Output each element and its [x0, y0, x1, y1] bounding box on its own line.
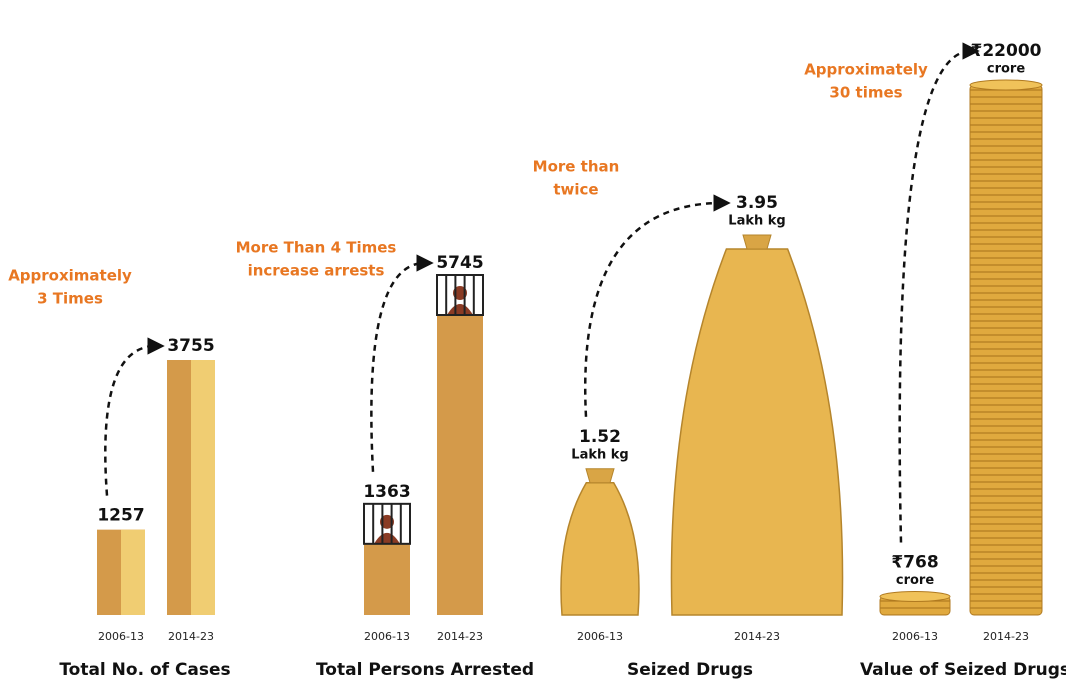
- value-label: 3755: [167, 336, 214, 356]
- value-label: ₹768: [891, 552, 938, 572]
- category-label: 2014-23: [168, 630, 214, 643]
- value-label: 1363: [363, 482, 410, 502]
- sack: [560, 482, 640, 616]
- annotation: increase arrests: [248, 262, 385, 280]
- annotation: 30 times: [829, 84, 902, 102]
- bar-highlight: [191, 360, 215, 615]
- trend-arrow: [898, 42, 980, 543]
- panel-title: Total No. of Cases: [59, 660, 230, 680]
- prisoner-head: [380, 514, 394, 529]
- category-label: 2006-13: [364, 630, 410, 643]
- trend-arrow: [370, 254, 434, 472]
- annotation: 3 Times: [37, 290, 103, 308]
- prisoner-head: [453, 286, 467, 300]
- coin-top: [969, 79, 1043, 91]
- category-label: 2014-23: [437, 630, 483, 643]
- value-label: 5745: [436, 253, 483, 273]
- sack: [670, 248, 844, 616]
- value-label: ₹22000: [971, 41, 1042, 61]
- panel-title: Seized Drugs: [627, 660, 753, 680]
- category-label: 2006-13: [577, 630, 623, 643]
- category-label: 2006-13: [892, 630, 938, 643]
- trend-arrow: [584, 194, 731, 417]
- category-label: 2014-23: [983, 630, 1029, 643]
- bar: [437, 315, 483, 615]
- sack-neck: [742, 234, 772, 250]
- value-unit: Lakh kg: [728, 214, 785, 229]
- annotation: Approximately: [8, 267, 132, 285]
- value-unit: crore: [896, 573, 934, 588]
- cage: [363, 502, 411, 545]
- annotation: More than: [533, 158, 620, 176]
- panel-title: Total Persons Arrested: [316, 660, 534, 680]
- panel-title: Value of Seized Drugs: [860, 660, 1066, 680]
- bar-highlight: [121, 529, 145, 615]
- category-label: 2006-13: [98, 630, 144, 643]
- annotation: Approximately: [804, 61, 928, 79]
- bar: [364, 543, 410, 615]
- annotation: More Than 4 Times: [236, 239, 397, 257]
- cage: [436, 274, 484, 316]
- value-label: 1.52: [579, 427, 621, 447]
- prisoner-body: [374, 532, 400, 544]
- annotation: twice: [553, 181, 598, 199]
- value-unit: crore: [987, 62, 1025, 77]
- value-label: 1257: [97, 506, 144, 526]
- sack-neck: [585, 468, 615, 484]
- coin-top: [879, 590, 951, 602]
- coin-stack: [969, 84, 1043, 616]
- trend-arrow: [104, 337, 165, 496]
- value-label: 3.95: [736, 193, 778, 213]
- value-unit: Lakh kg: [571, 447, 628, 462]
- category-label: 2014-23: [734, 630, 780, 643]
- prisoner-body: [447, 304, 473, 315]
